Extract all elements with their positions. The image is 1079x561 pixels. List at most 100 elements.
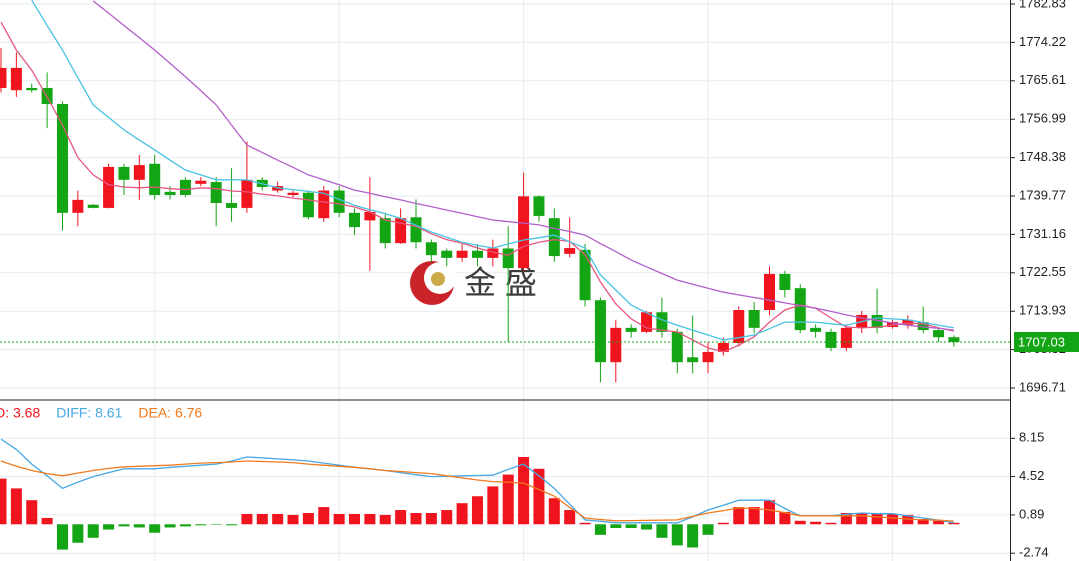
macd-bar: [794, 520, 806, 525]
candle-body: [87, 204, 99, 208]
candle-body: [425, 242, 437, 256]
macd-bar: [379, 514, 391, 525]
macd-bar: [210, 524, 222, 525]
macd-bar: [564, 510, 576, 525]
candle-body: [56, 104, 68, 213]
macd-bar: [840, 512, 852, 525]
macd-bar: [133, 524, 145, 528]
candle-body: [886, 322, 898, 327]
macd-bar: [625, 524, 637, 528]
candle-body: [287, 192, 299, 195]
candle-body: [779, 273, 791, 290]
macd-bar: [149, 524, 161, 533]
macd-bar: [456, 503, 468, 525]
macd-line: [0, 460, 954, 522]
y-tick-label: 1756.99: [1019, 111, 1066, 126]
macd-bar: [10, 488, 22, 525]
candle-body: [149, 163, 161, 195]
candle-body: [687, 357, 699, 363]
candle-body: [748, 310, 760, 328]
macd-bar: [948, 522, 960, 525]
macd-bar: [702, 524, 714, 535]
macd-bar: [0, 478, 7, 525]
candle-body: [533, 196, 545, 216]
candle-body: [518, 196, 530, 269]
y-tick-label: 8.15: [1019, 430, 1044, 445]
ma-line: [31, 0, 955, 341]
y-tick-label: 1782.83: [1019, 0, 1066, 10]
macd-bar: [41, 517, 53, 525]
macd-bar: [349, 513, 361, 525]
candle-body: [471, 250, 483, 258]
candle-body: [395, 218, 407, 244]
candle-body: [733, 310, 745, 344]
candle-body: [195, 180, 207, 184]
last-price-label: 1707.03: [1018, 334, 1065, 349]
macd-bar: [256, 513, 268, 525]
candle-body: [333, 190, 345, 213]
candle-body: [840, 327, 852, 348]
macd-bar: [671, 524, 683, 546]
macd-bar: [779, 511, 791, 525]
candle-body: [379, 218, 391, 244]
candle-body: [917, 322, 929, 331]
candle-body: [702, 351, 714, 363]
macd-bar: [26, 500, 38, 525]
y-tick-label: 1748.38: [1019, 149, 1066, 164]
candle-body: [933, 330, 945, 338]
macd-bar: [594, 524, 606, 535]
candle-body: [226, 203, 238, 208]
candle-body: [118, 166, 130, 180]
macd-bar: [272, 513, 284, 525]
candle-body: [548, 218, 560, 257]
y-tick-label: 1713.93: [1019, 303, 1066, 318]
macd-bar: [425, 512, 437, 525]
macd-bar: [548, 498, 560, 525]
candle-body: [302, 192, 314, 218]
macd-bar: [364, 513, 376, 525]
macd-bar: [533, 468, 545, 525]
macd-bar: [56, 524, 68, 550]
macd-line: [0, 438, 955, 524]
macd-bar: [118, 524, 130, 527]
macd-bar: [395, 510, 407, 525]
macd-bar: [856, 512, 868, 525]
candle-body: [26, 87, 38, 91]
macd-bar: [487, 486, 499, 525]
macd-bar: [656, 524, 668, 538]
legend-label: DEA: 6.76: [138, 405, 202, 421]
macd-bar: [810, 521, 822, 525]
candle-body: [410, 217, 422, 243]
candle-body: [794, 288, 806, 331]
candle-body: [810, 327, 822, 332]
candle-body: [441, 250, 453, 258]
candle-body: [72, 199, 84, 213]
candle-body: [241, 179, 253, 208]
macd-bar: [748, 507, 760, 525]
last-price-box: [1014, 331, 1079, 352]
candle-body: [871, 314, 883, 328]
macd-bar: [287, 514, 299, 525]
macd-bar: [886, 513, 898, 525]
candle-body: [594, 300, 606, 363]
candle-body: [625, 327, 637, 332]
y-tick-label: 1696.71: [1019, 379, 1066, 394]
candle-body: [179, 179, 191, 195]
macd-bar: [164, 524, 176, 528]
y-tick-label: 1765.61: [1019, 72, 1066, 87]
macd-bar: [610, 524, 622, 528]
legend-label: MACD: 3.68: [0, 405, 40, 421]
macd-bar: [226, 524, 238, 526]
macd-bar: [579, 522, 591, 525]
y-tick-label: 4.52: [1019, 468, 1044, 483]
macd-bar: [825, 522, 837, 525]
y-tick-label: 1731.16: [1019, 226, 1066, 241]
candle-body: [10, 67, 22, 91]
macd-bar: [72, 524, 84, 543]
candle-body: [364, 211, 376, 221]
macd-bar: [179, 524, 191, 527]
macd-bar: [502, 474, 514, 525]
macd-bar: [871, 513, 883, 525]
watermark: 金 盛: [410, 261, 537, 305]
